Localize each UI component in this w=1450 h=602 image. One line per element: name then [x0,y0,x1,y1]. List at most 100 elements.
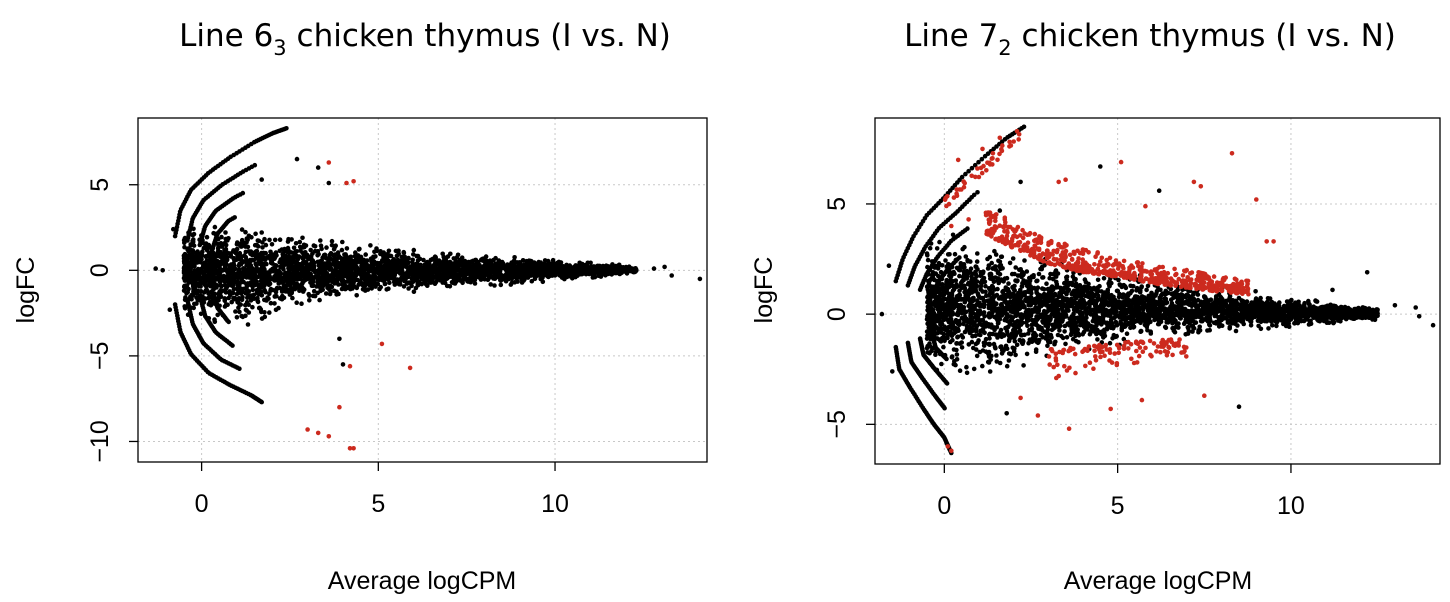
gene-point [369,286,375,291]
gene-point [310,293,316,299]
gene-point [211,250,216,256]
gene-point [342,255,348,261]
gene-point [662,264,667,270]
gene-point [243,229,248,235]
gene-point [261,262,267,267]
gene-point [366,281,372,287]
gene-point [548,262,553,268]
gene-point [457,267,462,273]
gene-point [182,244,187,250]
y-axis-title: logFC [12,257,40,324]
gene-point [418,262,423,268]
gene-point [255,238,261,243]
gene-point [444,283,450,289]
gene-point [189,262,194,267]
gene-point [190,279,195,284]
gene-point [371,271,376,277]
gene-point [1036,271,1042,277]
gene-point [330,270,336,275]
gene-point [395,257,401,263]
gene-point [225,279,231,284]
gene-point [244,263,249,268]
gene-point [619,266,624,272]
gene-point [411,275,416,280]
gene-point [348,280,354,286]
gene-point [472,281,478,286]
gene-point [983,283,988,289]
gene-point [615,270,621,276]
gene-point [343,286,348,292]
gene-point [473,264,479,270]
gene-point [616,262,622,268]
significant-genes [305,160,413,451]
gene-point [294,156,300,162]
non-significant-genes [879,124,1436,456]
gene-point [229,299,234,305]
gene-point [421,257,426,263]
gene-point [182,260,188,266]
gene-point [488,282,494,287]
gene-point [465,260,471,266]
significant-gene-point [347,363,353,369]
gene-point [377,286,382,292]
gene-point [184,266,189,272]
y-tick-label: −5 [86,342,114,371]
gene-point [160,268,165,273]
gene-point [1292,321,1297,326]
gene-point [558,273,563,279]
gene-point [317,297,322,303]
y-tick-label: 5 [86,178,114,192]
gene-point [354,293,360,298]
gene-point [934,246,940,251]
gene-point [328,289,334,295]
gene-point [266,253,272,259]
gene-point [218,288,223,294]
gene-point [1266,326,1271,331]
significant-gene-point [337,404,342,410]
gene-point [340,362,346,367]
gene-point [432,281,438,287]
gene-point [500,276,506,282]
gene-point [386,286,391,292]
gene-point [461,262,466,267]
gene-point [215,312,220,318]
gene-point [374,281,380,287]
gene-point [445,273,451,279]
gene-point [589,268,594,274]
gene-point [344,246,350,251]
gene-point [204,273,210,279]
gene-point [227,264,233,269]
gene-point [600,269,606,275]
gene-point [273,263,278,268]
gene-point [411,289,417,295]
gene-point [188,275,193,280]
gene-point [623,266,628,271]
gene-point [449,280,455,285]
gene-point [315,277,321,283]
gene-point [353,250,358,255]
gene-point [280,254,286,260]
gene-point [469,260,474,265]
gene-point [185,289,190,295]
gene-point [346,275,352,280]
gene-point [1045,343,1050,349]
gene-point [388,253,394,259]
x-tick-label: 0 [195,490,209,518]
gene-point [307,298,312,303]
x-tick-label: 5 [371,490,385,518]
gene-point [374,267,379,273]
gene-point [291,275,297,281]
gene-point [297,285,303,291]
gene-point [368,265,374,271]
gene-point [268,249,273,255]
gene-point [289,237,294,242]
gene-point [406,255,411,261]
gene-point [385,257,390,262]
gene-point [306,291,312,297]
gene-point [250,287,256,293]
gene-point [937,239,942,245]
gene-point [1013,352,1018,358]
gene-point [260,251,265,256]
gene-point [376,277,381,282]
gene-point [227,251,233,256]
